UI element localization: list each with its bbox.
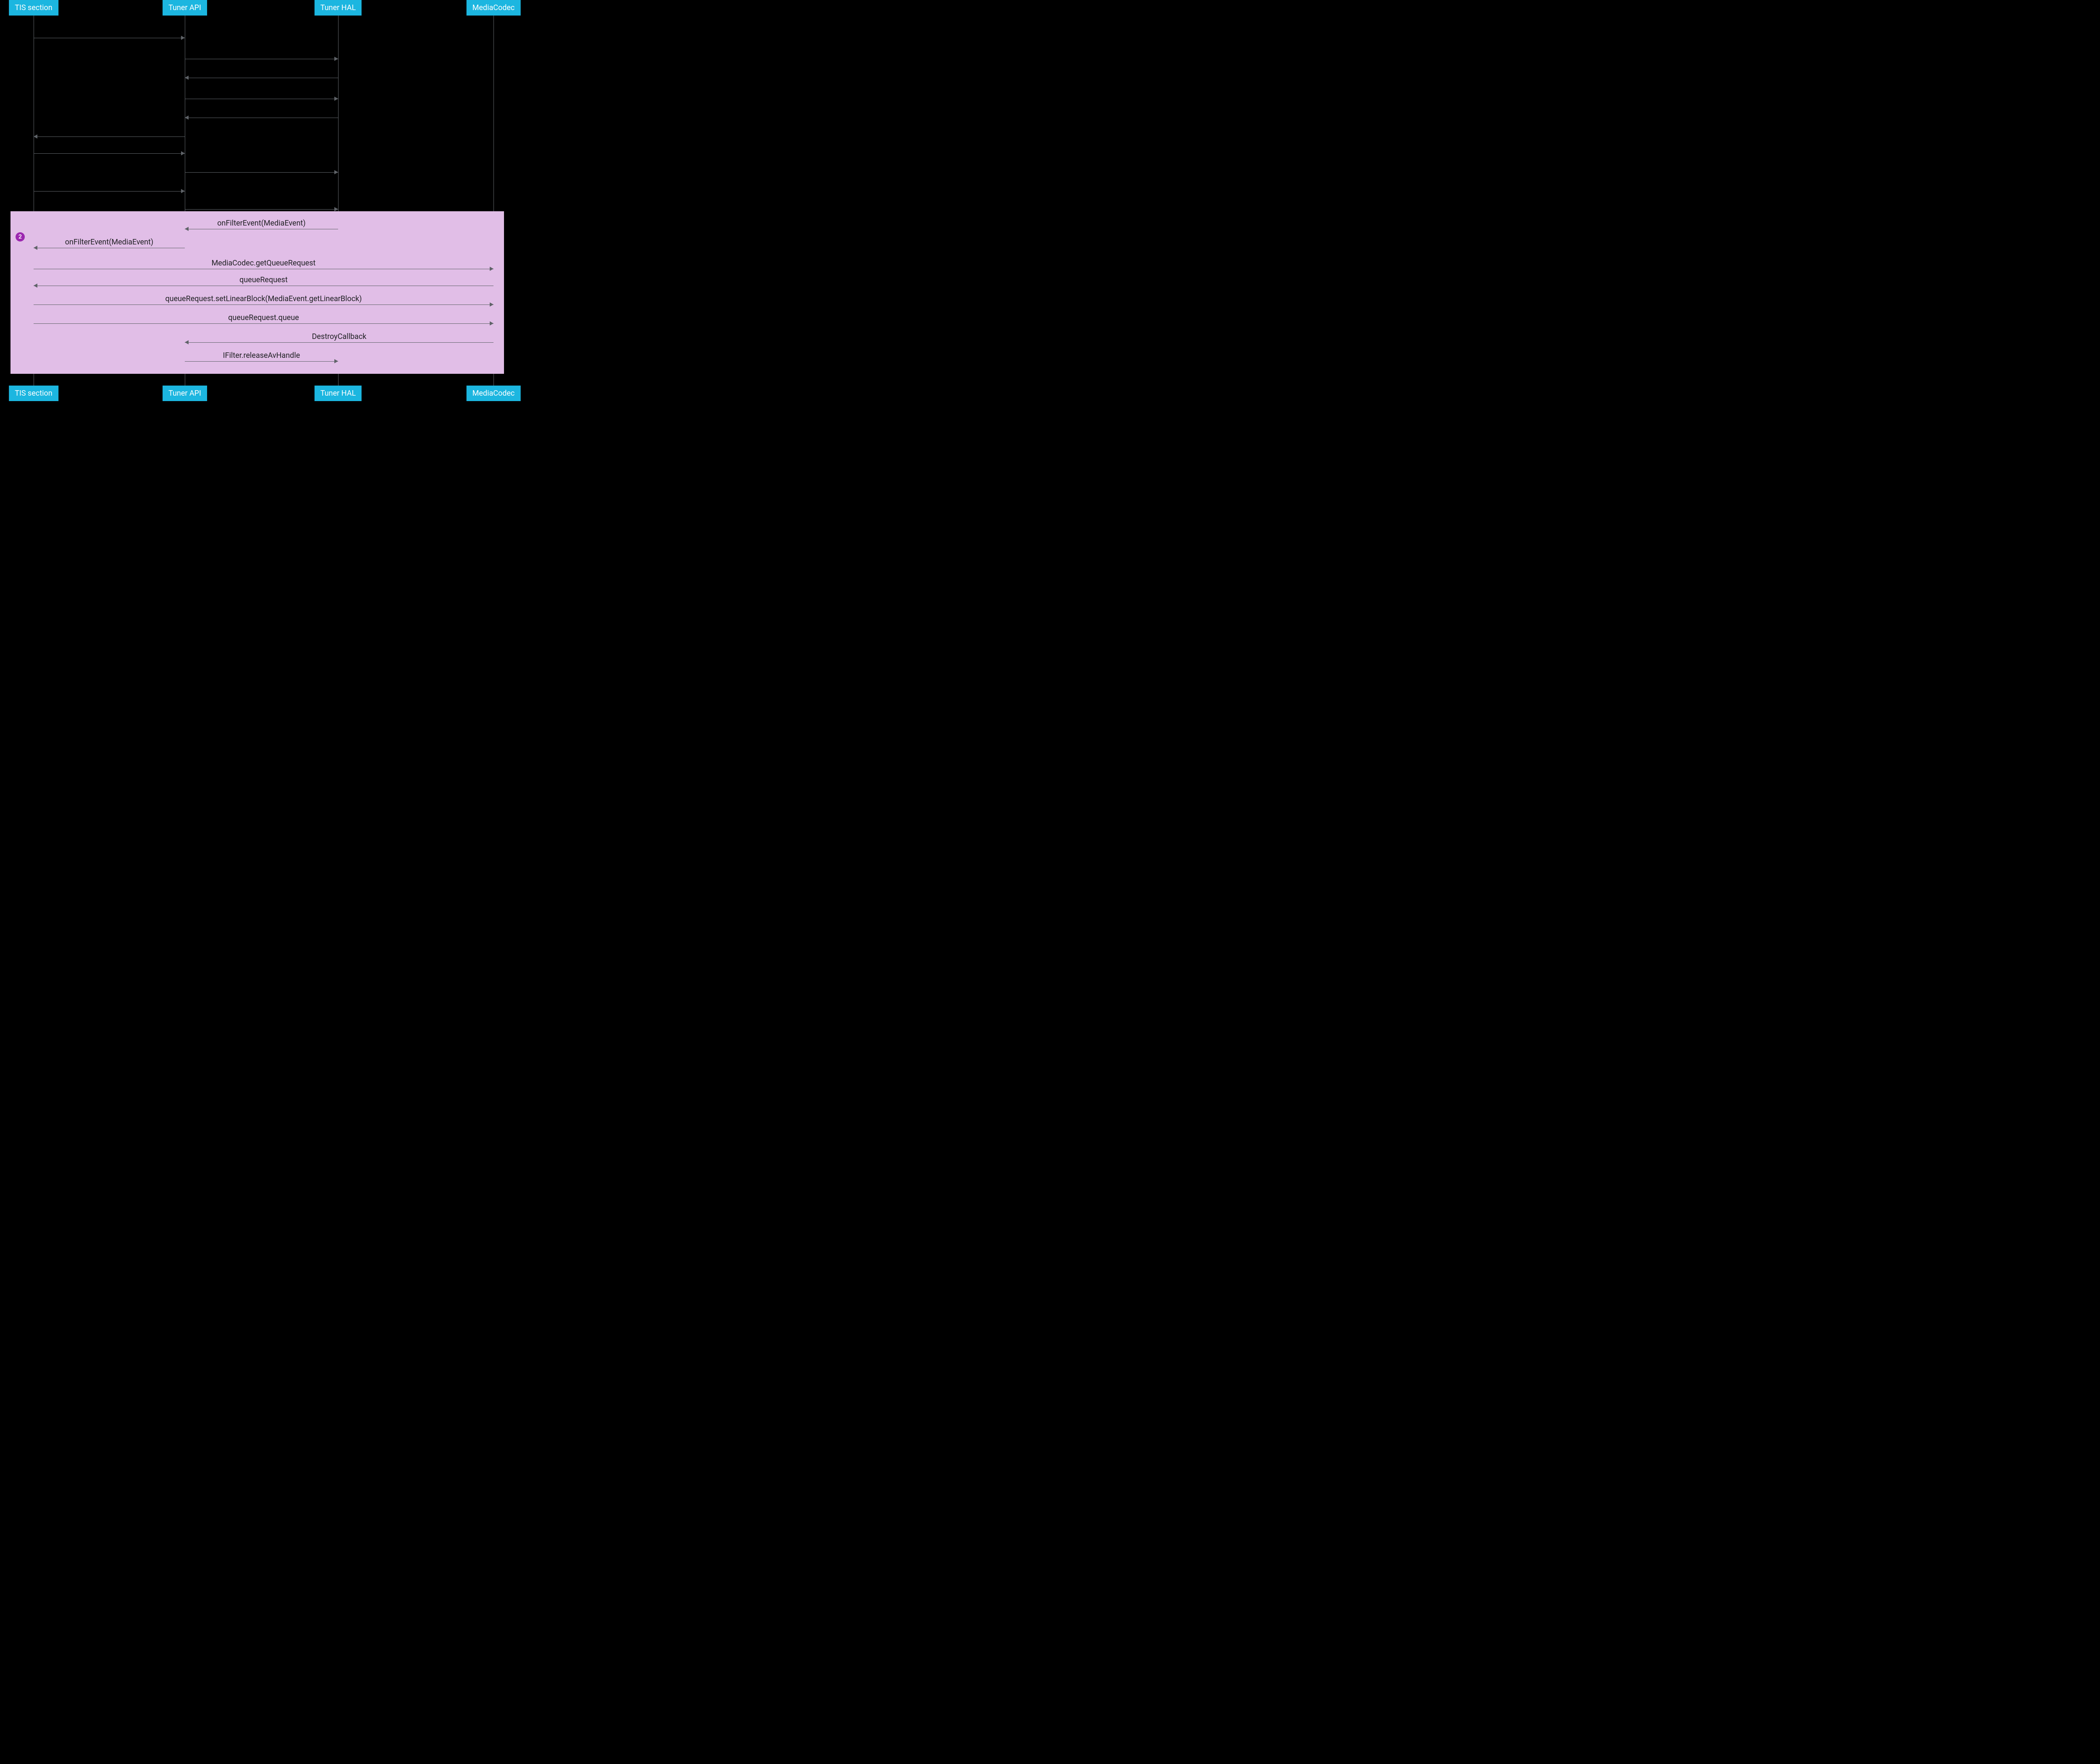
message-arrow	[185, 172, 338, 173]
message-label: MediaCodec.getQueueRequest	[34, 259, 494, 268]
participant-mediacodec: MediaCodec	[467, 0, 521, 16]
arrow-head	[334, 207, 338, 211]
message-label: queueRequest.setLinearBlock(MediaEvent.g…	[34, 294, 494, 303]
message-arrow	[185, 361, 338, 362]
participant-tunerapi: Tuner API	[163, 386, 207, 401]
message-arrow	[34, 191, 185, 192]
message-label: DestroyCallback	[185, 332, 494, 341]
message-arrow	[34, 304, 494, 305]
message-label: onFilterEvent(MediaEvent)	[185, 219, 338, 228]
participant-tunerapi: Tuner API	[163, 0, 207, 16]
participant-mediacodec: MediaCodec	[467, 386, 521, 401]
participant-tis: TIS section	[9, 386, 58, 401]
loop-badge: 2	[16, 232, 25, 242]
arrow-head	[181, 36, 185, 40]
message-arrow	[34, 136, 185, 137]
message-label: IFilter.releaseAvHandle	[185, 351, 338, 360]
arrow-head	[334, 57, 338, 61]
arrow-head	[181, 189, 185, 193]
arrow-head	[185, 116, 189, 120]
participant-tunerhal: Tuner HAL	[315, 0, 362, 16]
message-arrow	[185, 342, 494, 343]
message-label: queueRequest	[34, 276, 494, 284]
arrow-head	[185, 76, 189, 80]
loop-region	[10, 211, 504, 374]
message-label: queueRequest.queue	[34, 313, 494, 322]
message-arrow	[34, 153, 185, 154]
arrow-head	[334, 97, 338, 101]
message-arrow	[185, 209, 338, 210]
participant-tis: TIS section	[9, 0, 58, 16]
participant-tunerhal: Tuner HAL	[315, 386, 362, 401]
arrow-head	[34, 134, 37, 139]
arrow-head	[181, 151, 185, 155]
arrow-head	[334, 170, 338, 174]
message-arrow	[34, 323, 494, 324]
message-label: onFilterEvent(MediaEvent)	[34, 238, 185, 247]
